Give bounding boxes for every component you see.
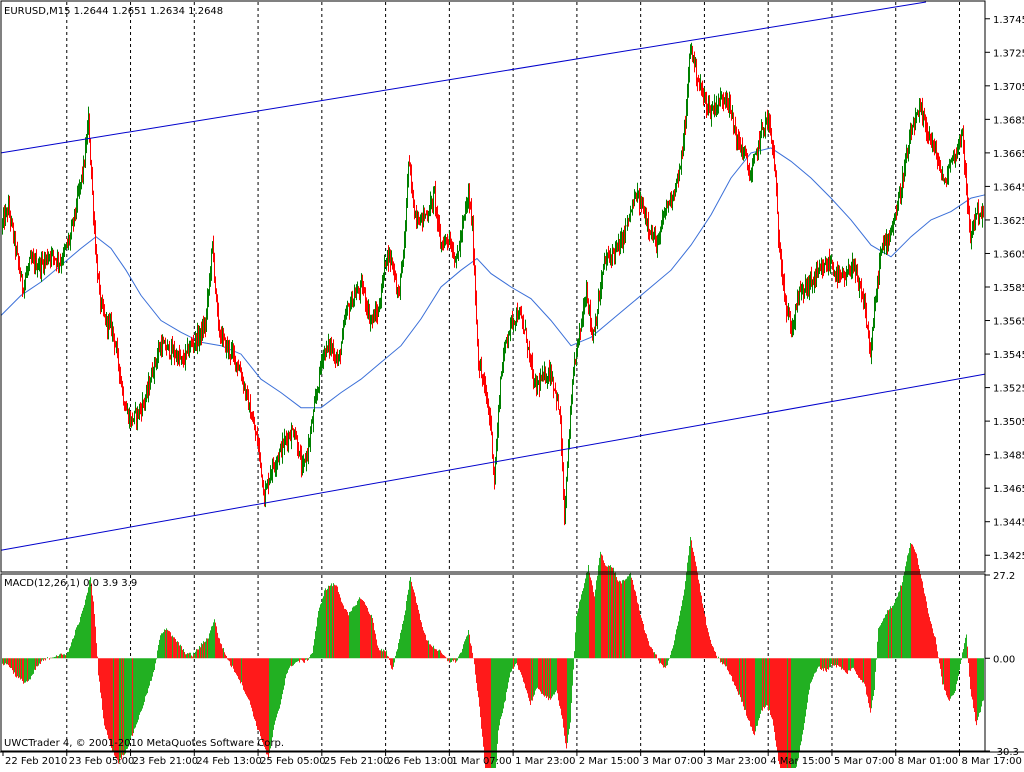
macd-tick-label: 0.00 bbox=[993, 654, 1015, 665]
price-tick-label: 1.3545 bbox=[993, 350, 1024, 361]
macd-axis: 27.2 0.00 -30.3 bbox=[985, 571, 1019, 758]
price-tick-label: 1.3625 bbox=[993, 216, 1024, 227]
lower-channel-line[interactable] bbox=[0, 373, 986, 551]
time-tick-label: 23 Feb 21:00 bbox=[133, 756, 199, 767]
price-tick-label: 1.3465 bbox=[993, 484, 1024, 495]
upper-channel-line[interactable] bbox=[0, 1, 927, 154]
price-tick-label: 1.3485 bbox=[993, 451, 1024, 462]
time-tick-label: 5 Mar 07:00 bbox=[834, 756, 894, 767]
macd-tick-label: -30.3 bbox=[993, 747, 1019, 758]
time-tick-label: 4 Mar 15:00 bbox=[770, 756, 830, 767]
time-tick-label: 8 Mar 17:00 bbox=[961, 756, 1021, 767]
moving-average bbox=[0, 147, 986, 409]
price-tick-label: 1.3725 bbox=[993, 48, 1024, 59]
macd-histogram bbox=[2, 536, 984, 772]
time-tick-label: 24 Feb 13:00 bbox=[196, 756, 262, 767]
time-tick-label: 25 Feb 05:00 bbox=[260, 756, 326, 767]
price-tick-label: 1.3685 bbox=[993, 115, 1024, 126]
time-tick-label: 1 Mar 23:00 bbox=[515, 756, 575, 767]
channel-lines[interactable] bbox=[0, 1, 986, 551]
time-tick-label: 25 Feb 21:00 bbox=[324, 756, 390, 767]
price-tick-label: 1.3605 bbox=[993, 249, 1024, 260]
moving-average-line bbox=[0, 147, 986, 409]
price-tick-label: 1.3585 bbox=[993, 283, 1024, 294]
time-tick-label: 2 Mar 15:00 bbox=[579, 756, 639, 767]
time-tick-label: 8 Mar 01:00 bbox=[898, 756, 958, 767]
time-tick-label: 3 Mar 07:00 bbox=[643, 756, 703, 767]
price-tick-label: 1.3565 bbox=[993, 317, 1024, 328]
macd-panel-frame bbox=[0, 573, 986, 752]
macd-tick-label: 27.2 bbox=[993, 571, 1015, 582]
time-tick-label: 1 Mar 07:00 bbox=[451, 756, 511, 767]
time-tick-label: 22 Feb 2010 bbox=[5, 756, 67, 767]
price-tick-label: 1.3745 bbox=[993, 15, 1024, 26]
price-tick-label: 1.3445 bbox=[993, 518, 1024, 529]
price-bars bbox=[2, 42, 984, 526]
time-tick-label: 26 Feb 13:00 bbox=[388, 756, 454, 767]
time-tick-label: 3 Mar 23:00 bbox=[706, 756, 766, 767]
price-tick-label: 1.3645 bbox=[993, 182, 1024, 193]
price-tick-label: 1.3705 bbox=[993, 82, 1024, 93]
price-axis: 1.3745 1.3725 1.3705 1.3685 1.3665 1.3645 1.36… bbox=[985, 15, 1024, 562]
copyright-label: UWCTrader 4, © 2001-2010 MetaQuotes Soft… bbox=[4, 738, 284, 749]
price-tick-label: 1.3425 bbox=[993, 551, 1024, 562]
time-tick-label: 23 Feb 05:00 bbox=[69, 756, 135, 767]
price-tick-label: 1.3525 bbox=[993, 384, 1024, 395]
price-tick-label: 1.3665 bbox=[993, 149, 1024, 160]
macd-panel-header: MACD(12,26,1) 0.0 3.9 3.9 bbox=[4, 578, 137, 589]
price-panel-header: EURUSD,M15 1.2644 1.2651 1.2634 1.2648 bbox=[4, 6, 223, 17]
price-tick-label: 1.3505 bbox=[993, 417, 1024, 428]
time-grid bbox=[66, 2, 960, 751]
